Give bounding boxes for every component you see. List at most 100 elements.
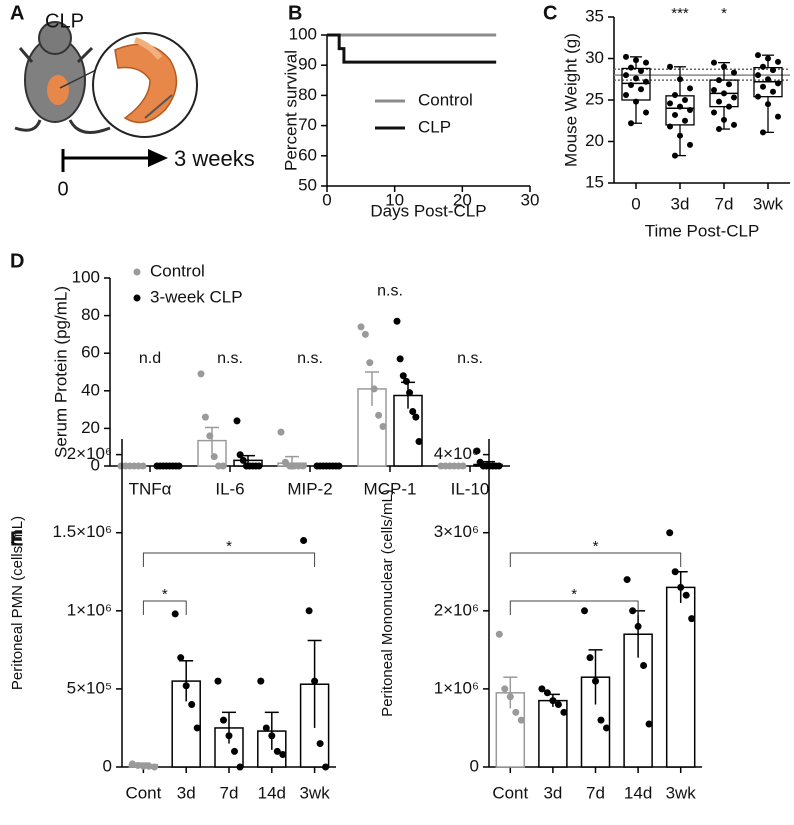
data-point xyxy=(770,88,776,95)
data-point xyxy=(370,385,378,393)
data-point xyxy=(760,129,766,136)
data-point xyxy=(643,78,649,85)
comparison-bracket xyxy=(509,600,639,615)
data-point xyxy=(554,701,562,709)
y-tick-label: 40 xyxy=(81,380,100,399)
data-point xyxy=(412,413,420,421)
data-point xyxy=(677,583,685,591)
data-point xyxy=(322,763,330,771)
data-point xyxy=(643,109,649,116)
data-point xyxy=(677,103,683,110)
data-point xyxy=(623,576,631,584)
mouse-tail xyxy=(14,119,111,134)
data-point xyxy=(236,451,244,459)
data-point xyxy=(393,317,401,325)
data-point xyxy=(402,377,410,385)
y-tick-label: 1.5×10⁶ xyxy=(53,522,112,541)
data-point xyxy=(459,462,467,470)
y-tick-label: 35 xyxy=(585,6,604,25)
data-point xyxy=(638,86,644,93)
data-point xyxy=(409,407,417,415)
y-tick-label: 60 xyxy=(298,145,317,164)
data-point xyxy=(538,685,546,693)
data-point xyxy=(671,568,679,576)
x-tick-label: 0 xyxy=(322,190,331,209)
x-tick-label: 0 xyxy=(631,194,640,213)
data-point xyxy=(379,423,387,431)
x-tick-label: 3d xyxy=(543,783,562,802)
y-tick-label: 15 xyxy=(585,172,604,191)
arrow-head xyxy=(148,149,168,167)
data-point xyxy=(721,116,727,123)
y-tick-label: 80 xyxy=(81,305,100,324)
data-point xyxy=(299,462,307,470)
data-point xyxy=(688,615,696,623)
data-point xyxy=(139,762,147,770)
data-point xyxy=(206,432,214,440)
data-point xyxy=(634,622,642,630)
data-point xyxy=(361,330,369,338)
significance: * xyxy=(721,5,727,22)
data-point xyxy=(716,98,722,105)
data-point xyxy=(139,462,147,470)
x-tick-label: 14d xyxy=(258,783,286,802)
data-point xyxy=(775,113,781,120)
data-point xyxy=(316,740,324,748)
x-tick-label: 20 xyxy=(453,190,472,209)
data-point xyxy=(765,55,771,62)
x-tick-label: 3d xyxy=(177,783,196,802)
legend-label: CLP xyxy=(418,117,451,136)
panel-label: B xyxy=(288,2,302,24)
data-point xyxy=(628,120,634,127)
data-point xyxy=(300,537,308,545)
data-point xyxy=(731,94,737,101)
data-point xyxy=(645,720,653,728)
x-tick-label: 14d xyxy=(624,783,652,802)
data-point xyxy=(220,716,227,724)
data-point xyxy=(672,111,678,118)
data-point xyxy=(682,117,688,124)
data-point xyxy=(273,747,281,755)
bowel xyxy=(133,37,163,60)
x-tick-label: 10 xyxy=(385,190,404,209)
x-tick-label: TNFα xyxy=(129,479,172,498)
data-point xyxy=(277,428,285,436)
illustration: CLP 0 3 weeks xyxy=(14,10,255,200)
data-point xyxy=(268,732,276,740)
data-point xyxy=(628,82,634,89)
comparison-label: * xyxy=(593,538,599,555)
data-point xyxy=(775,58,781,65)
x-tick-label: 7d xyxy=(220,783,239,802)
data-point xyxy=(171,610,179,618)
data-point xyxy=(406,389,414,397)
legend-label: Control xyxy=(150,261,205,280)
x-tick-label: MIP-2 xyxy=(287,479,332,498)
x-tick-label: Cont xyxy=(125,783,161,802)
data-point xyxy=(586,654,594,662)
data-point xyxy=(201,413,209,421)
legend-label: 3-week CLP xyxy=(150,287,243,306)
bar xyxy=(538,699,568,768)
data-point xyxy=(731,69,737,76)
y-tick-label: 0 xyxy=(91,455,100,474)
data-point xyxy=(603,724,610,732)
timeline-start: 0 xyxy=(57,178,68,200)
legend-marker xyxy=(133,294,141,302)
mouse-arm xyxy=(18,47,34,63)
data-point xyxy=(643,59,649,66)
y-tick-label: 0 xyxy=(103,756,112,775)
data-point xyxy=(687,85,693,92)
data-point xyxy=(711,87,717,94)
data-point xyxy=(197,370,205,378)
data-point xyxy=(677,76,683,83)
x-tick-label: 3wk xyxy=(753,194,784,213)
data-point xyxy=(501,685,509,693)
data-point xyxy=(150,763,158,771)
data-point xyxy=(770,67,776,74)
y-tick-label: 50 xyxy=(298,175,317,194)
data-point xyxy=(667,100,673,107)
data-point xyxy=(682,97,688,103)
data-point xyxy=(711,59,717,66)
data-point xyxy=(375,411,383,419)
data-point xyxy=(775,80,781,87)
